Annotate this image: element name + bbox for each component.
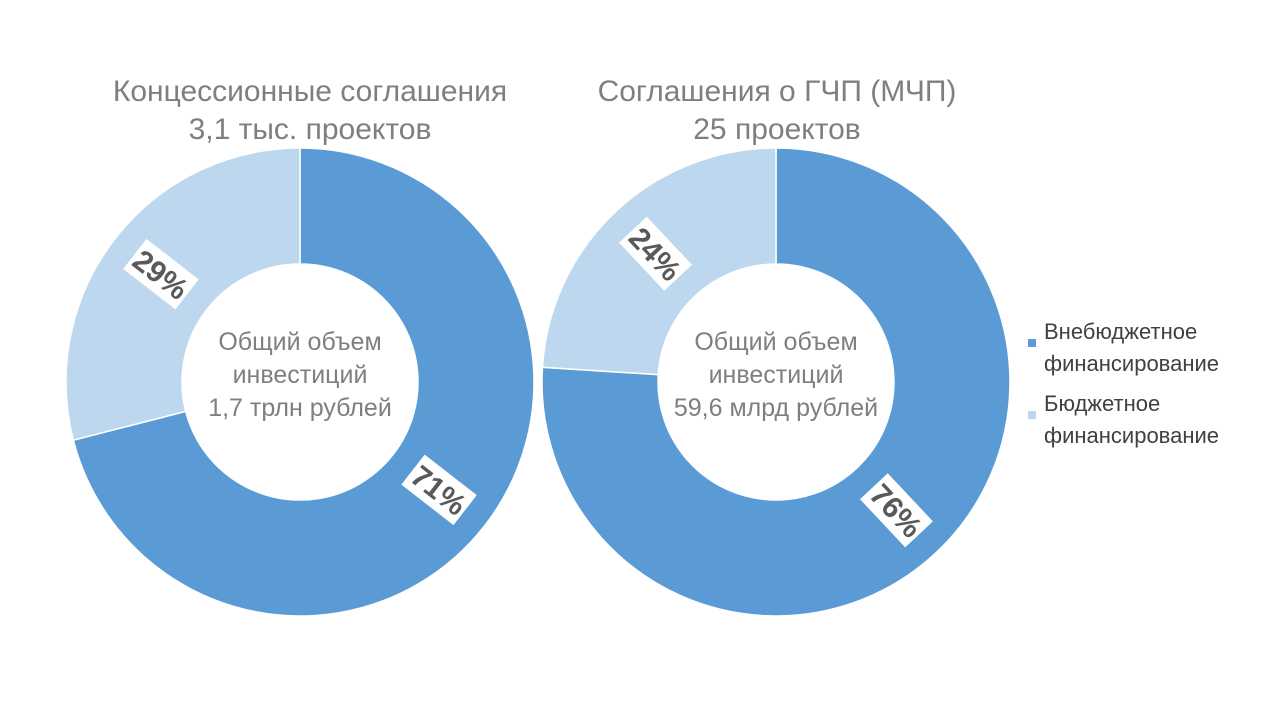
chart-1-slice-1: [72, 147, 535, 617]
chart-2-center-line-2: инвестиций: [708, 361, 844, 389]
chart-1-title: Концессионные соглашения: [112, 75, 508, 108]
legend-item-external: Внебюджетное финансирование: [1028, 316, 1268, 380]
legend-item-budget: Бюджетное финансирование: [1028, 388, 1268, 452]
chart-1-data-label-1: 71%: [401, 454, 477, 526]
legend-label-budget: Бюджетное финансирование: [1044, 391, 1220, 448]
chart-2-title: Соглашения о ГЧП (МЧП): [597, 75, 957, 108]
chart-1-center-text: Общий объем инвестиций 1,7 трлн рублей: [180, 326, 420, 425]
chart-2-center-line-3: 59,6 млрд рублей: [673, 394, 879, 422]
chart-2-data-label-1: 76%: [860, 473, 933, 548]
chart-1-center-line-2: инвестиций: [232, 361, 368, 389]
chart-2-data-label-box-2: [619, 216, 692, 291]
chart-1-title-block: Концессионные соглашения 3,1 тыс. проект…: [50, 73, 570, 149]
chart-2-title-block: Соглашения о ГЧП (МЧП) 25 проектов: [517, 73, 1037, 149]
chart-2-center-line-1: Общий объем: [694, 328, 858, 356]
legend-label-external: Внебюджетное финансирование: [1044, 319, 1220, 376]
chart-2-subtitle: 25 проектов: [693, 113, 861, 146]
chart-2-data-label-box-1: [860, 473, 933, 548]
legend-swatch-external: [1028, 339, 1036, 347]
chart-1-center-line-1: Общий объем: [218, 328, 382, 356]
legend: Внебюджетное финансирование Бюджетное фи…: [1028, 316, 1268, 460]
chart-1-data-label-box-2: [123, 238, 199, 310]
chart-1-subtitle: 3,1 тыс. проектов: [188, 113, 432, 146]
chart-1-data-label-box-1: [401, 454, 477, 526]
chart-1-center-line-3: 1,7 трлн рублей: [208, 394, 392, 422]
legend-swatch-budget: [1028, 411, 1036, 419]
chart-2-center-text: Общий объем инвестиций 59,6 млрд рублей: [656, 326, 896, 425]
